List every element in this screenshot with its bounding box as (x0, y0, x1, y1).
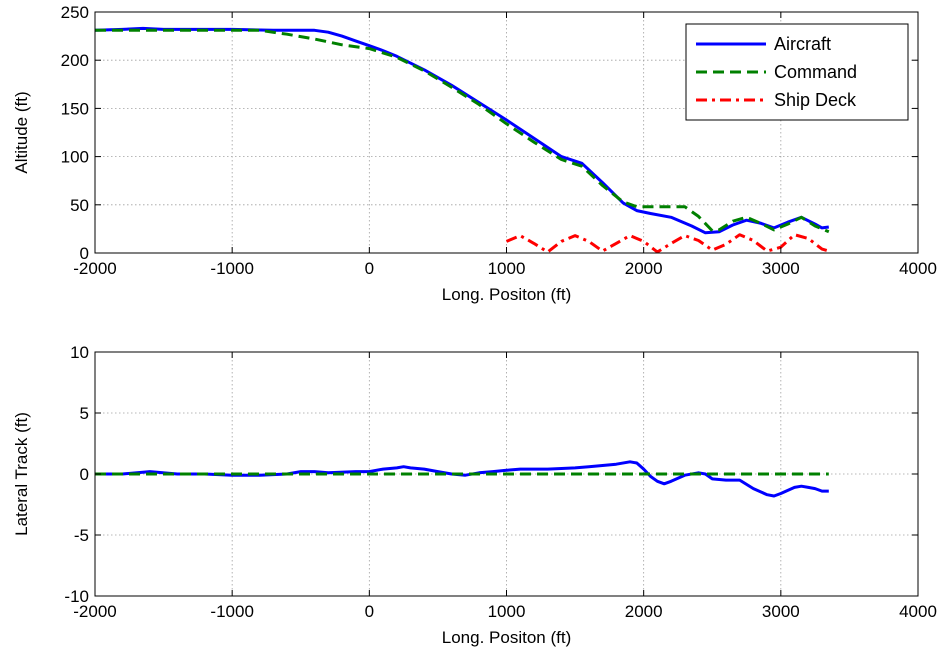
x-tick-label: 4000 (899, 602, 937, 621)
x-tick-label: 2000 (625, 259, 663, 278)
x-axis-label: Long. Positon (ft) (442, 285, 571, 304)
legend-label-aircraft: Aircraft (774, 34, 831, 54)
y-tick-label: 10 (70, 343, 89, 362)
x-tick-label: 2000 (625, 602, 663, 621)
x-axis-label: Long. Positon (ft) (442, 628, 571, 647)
x-tick-label: -1000 (210, 259, 253, 278)
legend: Aircraft Command Ship Deck (685, 23, 909, 121)
series-line-series-0 (95, 460, 829, 498)
x-tick-label: -2000 (73, 259, 116, 278)
y-tick-label: -10 (64, 587, 89, 606)
x-tick-label: 3000 (762, 602, 800, 621)
y-axis-label: Altitude (ft) (12, 91, 31, 173)
lateral-track-plot: -2000 -1000 0 1000 2000 3000 4000 -10 -5 0 5 10 Long… (12, 343, 937, 647)
x-tick-label: 3000 (762, 259, 800, 278)
y-tick-label: 0 (80, 244, 89, 263)
x-tick-label: 0 (365, 602, 374, 621)
x-tick-label: -2000 (73, 602, 116, 621)
y-tick-label: 0 (80, 465, 89, 484)
x-tick-label: 0 (365, 259, 374, 278)
y-axis-label: Lateral Track (ft) (12, 412, 31, 536)
y-tick-label: 100 (61, 148, 89, 167)
legend-label-ship-deck: Ship Deck (774, 90, 857, 110)
legend-label-command: Command (774, 62, 857, 82)
y-tick-label: 150 (61, 99, 89, 118)
y-tick-label: 200 (61, 51, 89, 70)
x-tick-label: -1000 (210, 602, 253, 621)
y-tick-label: -5 (74, 526, 89, 545)
x-tick-label: 1000 (488, 602, 526, 621)
x-tick-label: 1000 (488, 259, 526, 278)
altitude-plot: -2000 -1000 0 1000 2000 3000 4000 0 50 100 150 200 2… (12, 3, 937, 304)
x-tick-label: 4000 (899, 259, 937, 278)
y-tick-label: 5 (80, 404, 89, 423)
y-tick-label: 50 (70, 196, 89, 215)
y-tick-label: 250 (61, 3, 89, 22)
series-line-command (95, 28, 830, 234)
